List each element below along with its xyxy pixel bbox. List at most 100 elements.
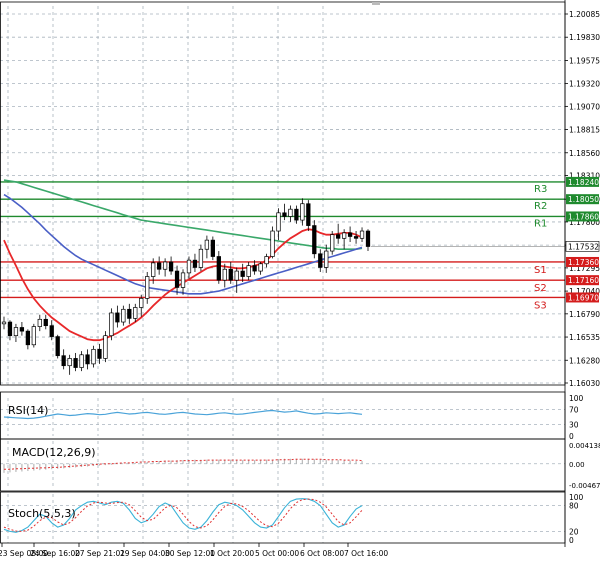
rsi-grid <box>0 398 565 436</box>
candle-body <box>300 203 305 221</box>
candle-body <box>127 308 132 319</box>
candle-body <box>306 203 311 226</box>
rsi-title: RSI(14) <box>8 404 48 417</box>
candle-body <box>192 259 198 268</box>
candle-body <box>13 327 19 337</box>
candle-body <box>264 256 269 265</box>
candle-body <box>180 272 186 288</box>
candle-body <box>91 348 96 365</box>
candle-body <box>139 298 144 308</box>
candle-body <box>43 318 48 327</box>
candle-body <box>341 232 347 239</box>
stoch-axis-label: 0 <box>569 536 574 545</box>
time-axis-label: 30 Sep 12:00 <box>165 549 215 558</box>
stoch-signal-series <box>3 498 363 532</box>
price-axis-label: 1.18560 <box>569 149 600 158</box>
candle-body <box>216 256 221 281</box>
time-axis-label: 27 Sep 21:01 <box>75 549 125 558</box>
price-axis-label: 1.17800 <box>569 218 600 227</box>
price-axis-label: 1.19070 <box>569 102 600 111</box>
price-panel: R3 R2 R1 S1 S2 S3 1.20085 1.19830 1.19575 1.1932… <box>0 6 600 388</box>
level-tag-box <box>566 211 599 222</box>
candle-body <box>252 265 257 272</box>
candle-body <box>115 312 120 323</box>
candle-body <box>61 355 66 367</box>
candle-body <box>133 307 138 319</box>
level-tag-box <box>566 275 599 286</box>
support-resistance-levels: R3 R2 R1 S1 S2 S3 <box>0 181 565 311</box>
candle-body <box>258 263 263 272</box>
current-price-text: 1.17532 <box>568 242 599 251</box>
candle-body <box>168 261 174 272</box>
panel-frames <box>0 0 566 547</box>
level-tag-text: 1.16970 <box>568 293 599 302</box>
price-axis-label: 1.20085 <box>569 10 600 19</box>
candle-body <box>282 212 287 217</box>
candle-body <box>151 262 156 277</box>
candlesticks <box>1 198 371 375</box>
level-tag-text: 1.18050 <box>568 195 599 204</box>
time-axis-label: 5 Oct 00:00 <box>255 549 299 558</box>
rsi-panel: 100 70 30 0 RSI(14) <box>0 394 584 441</box>
macd-panel: 0.004138 0.00 -0.004679 MACD(12,26,9) <box>0 441 600 490</box>
candle-body <box>174 270 180 288</box>
candle-body <box>73 358 78 368</box>
candle-body <box>210 239 215 257</box>
price-axis-label: 1.19320 <box>569 80 600 89</box>
candle-body <box>97 348 102 359</box>
price-axis-label: 1.18310 <box>569 172 600 181</box>
current-price-tag: 1.17532 <box>371 241 600 252</box>
candle-body <box>312 225 317 255</box>
candle-body <box>198 248 204 268</box>
candle-body <box>228 268 233 281</box>
candle-body <box>246 265 251 277</box>
candle-body <box>365 230 371 247</box>
candle-body <box>49 325 54 337</box>
level-tag-text: 1.18240 <box>568 178 599 187</box>
price-axis-label: 1.16030 <box>569 379 600 388</box>
scroll-marker <box>372 2 380 5</box>
candle-body <box>25 330 31 346</box>
candle-body <box>204 239 210 250</box>
candle-body <box>294 208 299 221</box>
candle-body <box>7 321 13 337</box>
candle-body <box>109 312 114 337</box>
candle-body <box>318 253 323 268</box>
time-axis-label: 6 Oct 08:00 <box>300 549 344 558</box>
candle-body <box>19 327 25 332</box>
time-axis-label: 23 Sep 08:00 <box>0 549 48 558</box>
candle-body <box>85 354 90 365</box>
level-tag-box <box>566 176 599 187</box>
candle-body <box>157 262 162 270</box>
candle-body <box>37 318 42 327</box>
stoch-grid <box>0 494 565 543</box>
candle-body <box>79 354 84 368</box>
candle-body <box>336 234 341 239</box>
candle-body <box>186 259 192 274</box>
time-axis-label: 1 Oct 20:00 <box>210 549 254 558</box>
candle-body <box>347 232 353 237</box>
level-tag-box <box>566 194 599 205</box>
rsi-axis-label: 0 <box>569 432 574 441</box>
price-axis-label: 1.17040 <box>569 287 600 296</box>
level-price-tags: 1.18240 1.18050 1.17860 1.17360 1.17160 1.169… <box>566 176 599 303</box>
candle-body <box>270 230 275 257</box>
price-axis-label: 1.19575 <box>569 56 600 65</box>
candle-body <box>103 335 108 359</box>
candle-body <box>55 336 60 357</box>
rsi-axis-label: 70 <box>569 405 579 414</box>
candle-body <box>288 208 293 217</box>
macd-title: MACD(12,26,9) <box>12 446 96 459</box>
price-axis-label: 1.19830 <box>569 33 600 42</box>
candle-body <box>276 212 281 232</box>
stoch-lines <box>3 498 363 533</box>
macd-axis-label: 0.00 <box>569 461 585 469</box>
level-label-r2: R2 <box>534 201 547 212</box>
candle-body <box>353 236 359 239</box>
stoch-title: Stoch(5,5,3) <box>8 507 76 520</box>
candle-body <box>330 234 335 252</box>
